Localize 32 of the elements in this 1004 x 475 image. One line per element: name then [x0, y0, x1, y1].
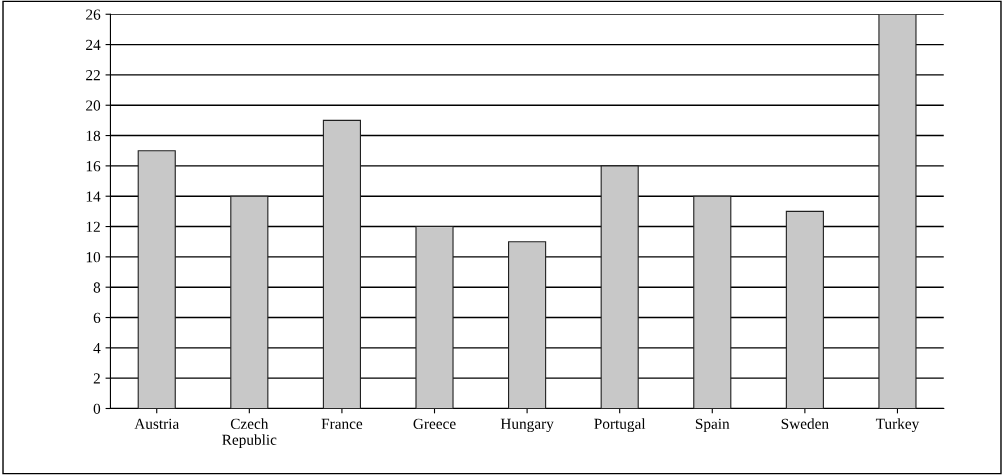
y-tick-label: 10 — [86, 252, 101, 263]
bar — [878, 14, 917, 409]
x-tick-label: France — [321, 418, 363, 429]
y-tick-label: 20 — [86, 100, 101, 111]
bar — [508, 241, 547, 409]
y-tick-label: 22 — [86, 70, 100, 81]
y-tick-label: 18 — [86, 130, 101, 142]
x-tick-label: Czech Republic — [222, 418, 277, 449]
bar — [322, 119, 361, 409]
y-tick-label: 12 — [86, 221, 100, 232]
y-tick-label: 4 — [93, 343, 101, 354]
y-tick-label: 0 — [93, 403, 101, 414]
x-tick-label: Portugal — [594, 418, 646, 433]
x-tick-label: Hungary — [500, 418, 554, 433]
y-tick-label: 16 — [86, 161, 101, 172]
x-tick-label: Greece — [413, 418, 456, 429]
x-tick-label: Turkey — [875, 418, 920, 433]
y-tick-label: 24 — [86, 39, 101, 50]
x-tick-label: Spain — [695, 418, 730, 433]
bar — [415, 225, 454, 409]
bar — [693, 195, 732, 409]
y-tick-label: 2 — [93, 373, 100, 384]
y-tick-label: 6 — [93, 312, 101, 323]
y-tick-label: 14 — [86, 191, 101, 202]
bar — [137, 150, 176, 409]
y-tick-label: 8 — [93, 282, 101, 293]
bar — [230, 195, 269, 409]
y-tick-label: 26 — [86, 9, 101, 20]
bar — [785, 210, 824, 409]
x-tick-label: Sweden — [781, 418, 829, 429]
bar — [600, 165, 639, 409]
x-tick-label: Austria — [134, 418, 180, 429]
